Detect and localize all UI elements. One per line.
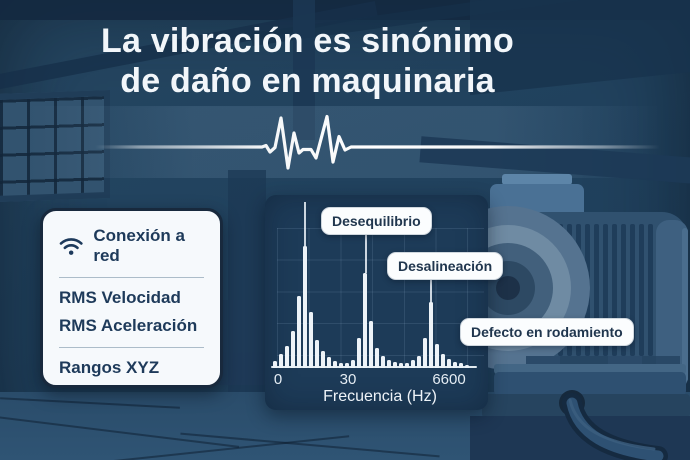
spectrum-bar <box>423 338 427 368</box>
spectrum-bar <box>339 363 343 368</box>
spectrum-bar <box>291 331 295 368</box>
spectrum-bar <box>453 362 457 368</box>
card-item-rms-velocidad: RMS Velocidad <box>59 288 181 307</box>
spectrum-bar <box>285 346 289 368</box>
card-item-rms-aceleracion: RMS Aceleración <box>59 316 198 335</box>
spectrum-bar <box>399 363 403 368</box>
spectrum-bar <box>429 302 433 368</box>
x-tick-30: 30 <box>339 371 357 388</box>
spectrum-bar <box>447 359 451 368</box>
spectrum-bar <box>279 354 283 368</box>
x-axis-label: Frecuencia (Hz) <box>323 388 437 405</box>
card-header-label: Conexión a red <box>93 226 185 265</box>
spectrum-bar <box>363 273 367 368</box>
spectrum-chart-panel: 0 30 6600 Frecuencia (Hz) <box>265 195 488 410</box>
card-divider <box>59 347 204 348</box>
card-divider <box>59 277 204 278</box>
title-line-1: La vibración es sinónimo <box>101 22 514 60</box>
callout-line-desequilibrio <box>304 202 306 246</box>
spectrum-bar <box>441 354 445 368</box>
spectrum-bar <box>333 361 337 368</box>
spectrum-bar <box>351 360 355 368</box>
card-header: Conexión a red <box>59 226 204 266</box>
x-tick-6600: 6600 <box>432 371 466 388</box>
sensor-card: Conexión a red RMS Velocidad RMS Acelera… <box>40 208 223 388</box>
electric-motor-illustration <box>460 174 690 460</box>
spectrum-bar <box>273 361 277 368</box>
spectrum-bar <box>345 363 349 368</box>
spectrum-bar <box>297 296 301 368</box>
spectrum-bar <box>435 344 439 368</box>
label-desequilibrio: Desequilibrio <box>321 207 432 235</box>
spectrum-bar <box>315 340 319 368</box>
callout-line-defecto <box>430 277 432 302</box>
spectrum-bar <box>405 363 409 368</box>
spectrum-bars <box>273 246 469 368</box>
spectrum-bar <box>417 356 421 368</box>
label-desalineacion: Desalineación <box>387 252 504 280</box>
card-footer-rangos: Rangos XYZ <box>59 358 160 377</box>
spectrum-bar <box>411 360 415 368</box>
spectrum-bar <box>321 351 325 368</box>
callout-line-desalineacion <box>365 234 367 273</box>
spectrum-bar <box>309 312 313 368</box>
x-axis-line <box>271 366 477 368</box>
spectrum-bar <box>381 356 385 368</box>
page-title: La vibración es sinónimo de daño en maqu… <box>0 22 615 102</box>
factory-column <box>293 0 315 140</box>
spectrum-bar <box>369 321 373 368</box>
spectrum-bar <box>357 338 361 368</box>
spectrum-bar <box>393 362 397 368</box>
spectrum-bar <box>327 357 331 368</box>
spectrum-bar <box>303 246 307 368</box>
x-tick-0: 0 <box>273 371 283 388</box>
spectrum-bar <box>387 360 391 368</box>
vibration-waveform-icon <box>93 114 662 170</box>
spectrum-bar <box>459 363 463 368</box>
title-line-2: de daño en maquinaria <box>120 61 495 100</box>
spectrum-bar <box>375 348 379 368</box>
label-defecto-rodamiento: Defecto en rodamiento <box>460 318 634 346</box>
wifi-icon <box>59 238 83 255</box>
